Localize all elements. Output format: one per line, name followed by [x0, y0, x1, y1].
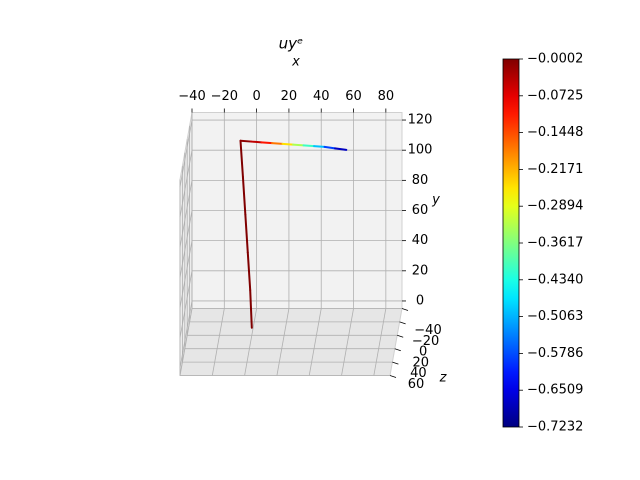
grid-line — [244, 308, 258, 376]
grid-line — [211, 308, 225, 376]
member-segment — [302, 144, 316, 148]
grid-line — [308, 308, 322, 376]
z-tick — [394, 348, 401, 352]
x-tick-label: 60 — [345, 89, 362, 104]
colorbar-tick-label: −0.0725 — [527, 88, 583, 103]
z-tick — [389, 375, 397, 378]
z-tick-label: 0 — [419, 345, 427, 360]
y-tick-label: 120 — [408, 113, 433, 128]
x-tick-label: −20 — [211, 89, 238, 104]
y-tick-label: 0 — [416, 293, 424, 308]
x-tick-label: −40 — [178, 89, 205, 104]
colorbar — [502, 58, 520, 428]
colorbar-tick-label: −0.1448 — [527, 125, 583, 140]
member-segment — [313, 145, 326, 148]
colorbar-tick-label: −0.5063 — [527, 309, 583, 324]
member-segment — [239, 139, 253, 143]
colorbar-tick-label: −0.0002 — [527, 52, 583, 67]
colorbar-tick-label: −0.5786 — [527, 346, 583, 361]
x-tick-label: 40 — [313, 89, 330, 104]
colorbar-tick-label: −0.6509 — [527, 383, 583, 398]
x-axis-label: x — [291, 55, 300, 70]
member-segment — [292, 143, 305, 147]
colorbar-tick-label: −0.4340 — [527, 272, 583, 287]
z-tick-label: 60 — [408, 377, 425, 392]
z-tick-label: 40 — [410, 366, 427, 381]
member-segment — [250, 140, 263, 144]
member-segment — [249, 289, 253, 329]
y-tick-label: 100 — [408, 143, 433, 158]
y-tick-label: 60 — [412, 203, 429, 218]
z-tick — [397, 334, 404, 338]
member-segment — [260, 141, 274, 145]
member-segment — [323, 145, 337, 150]
member-segment — [244, 213, 249, 254]
chart-title: uyᵉ — [279, 35, 304, 53]
colorbar-tick-label: −0.2894 — [527, 199, 583, 214]
z-tick-label: −40 — [414, 323, 441, 338]
member-segment — [281, 142, 295, 146]
y-tick-label: 20 — [412, 263, 429, 278]
z-tick — [401, 308, 409, 311]
x-tick-label: 0 — [252, 89, 260, 104]
z-tick — [399, 321, 406, 325]
member-segment — [239, 139, 244, 178]
y-axis-label: y — [431, 193, 440, 208]
x-tick-label: 80 — [378, 89, 395, 104]
y-tick-label: 80 — [412, 173, 429, 188]
colorbar-tick-label: −0.7232 — [527, 420, 583, 435]
grid-line — [276, 308, 290, 376]
colorbar-tick-label: −0.2171 — [527, 162, 583, 177]
member-segment — [271, 142, 284, 145]
floor-pane — [179, 308, 403, 376]
grid-line — [373, 308, 387, 376]
x-tick-label: 20 — [281, 89, 298, 104]
member-segment — [334, 147, 348, 151]
z-axis-label: z — [439, 371, 448, 386]
colorbar-tick-label: −0.3617 — [527, 236, 583, 251]
member-segment — [241, 175, 247, 216]
z-tick — [392, 361, 399, 365]
z-tick-label: 20 — [413, 355, 430, 370]
member-segment — [246, 251, 252, 292]
z-tick-label: −20 — [412, 334, 439, 349]
grid-line — [341, 308, 354, 376]
y-tick-label: 40 — [412, 233, 429, 248]
